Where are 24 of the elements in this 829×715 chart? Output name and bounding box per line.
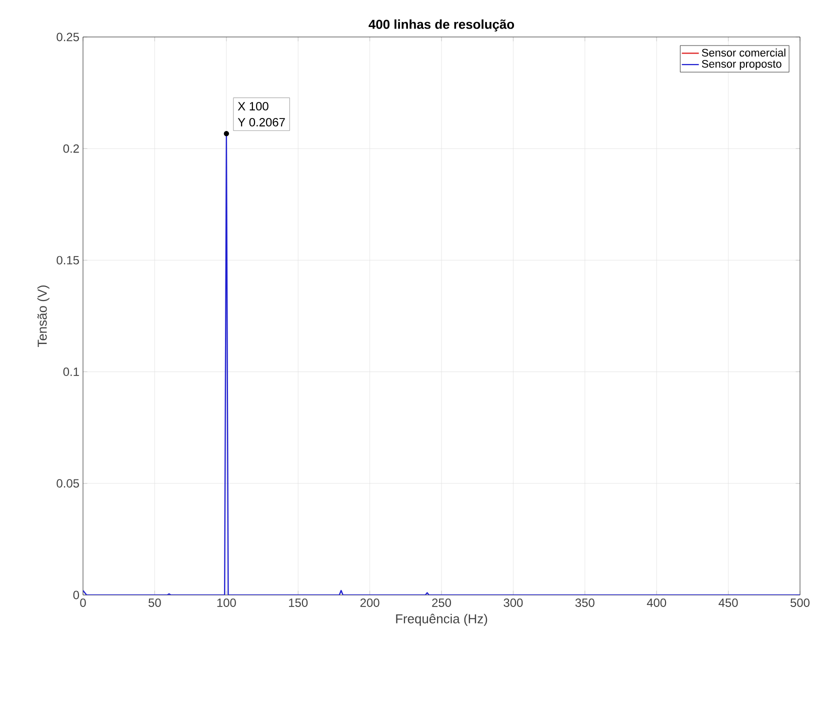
x-axis-title: Frequência (Hz) (396, 614, 488, 626)
chart-title: 400 linhas de resolução (368, 19, 514, 32)
y-tick-label: 0 (73, 590, 80, 600)
x-tick-label: 200 (360, 598, 380, 607)
x-tick-label: 100 (217, 598, 236, 607)
legend-label: Sensor comercial (702, 48, 786, 57)
y-tick-label: 0.1 (63, 368, 79, 376)
y-tick-label: 0.2 (63, 144, 79, 153)
y-tick-label: 0.25 (56, 32, 79, 42)
annotation: X 100 (238, 102, 268, 110)
x-tick-label: 50 (148, 598, 161, 607)
x-tick-label: 400 (646, 598, 666, 607)
x-tick-label: 0 (80, 598, 86, 607)
y-tick-label: 0.05 (56, 479, 79, 488)
y-tick-label: 0.15 (56, 256, 79, 264)
x-tick-label: 350 (575, 598, 594, 607)
legend-label: Sensor proposto (702, 60, 782, 70)
x-tick-label: 500 (790, 598, 810, 607)
y-axis-title: Tensão (V) (37, 285, 50, 347)
x-tick-label: 150 (289, 598, 308, 607)
annotation: Y 0.2067 (238, 118, 285, 126)
x-tick-label: 450 (718, 598, 738, 607)
x-tick-label: 300 (504, 598, 523, 607)
x-tick-label: 250 (432, 598, 452, 607)
